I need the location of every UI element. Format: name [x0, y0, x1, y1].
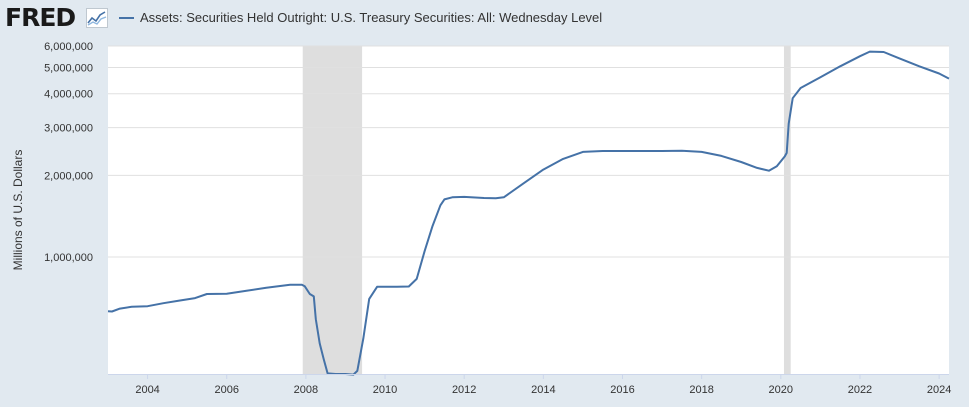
y-tick-label: 2,000,000 [44, 170, 93, 182]
x-tick-label: 2010 [373, 384, 397, 396]
legend-series-label[interactable]: Assets: Securities Held Outright: U.S. T… [140, 10, 603, 25]
x-axis: 2004 2006 2008 2010 2012 2014 2016 2018 2020 2022… [108, 374, 951, 396]
x-tick-label: 2016 [610, 384, 634, 396]
x-tick-label: 2020 [769, 384, 793, 396]
y-tick-label: 6,000,000 [44, 41, 93, 53]
fred-chart-icon [86, 8, 108, 28]
y-tick-label: 5,000,000 [44, 62, 93, 74]
recession-band [783, 46, 791, 374]
plot-background [108, 46, 949, 374]
x-tick-label: 2024 [927, 384, 951, 396]
y-axis: 1,000,000 2,000,000 3,000,000 4,000,000 5,00… [44, 41, 93, 264]
y-axis-title: Millions of U.S. Dollars [11, 150, 25, 271]
x-tick-label: 2022 [848, 384, 872, 396]
chart-header: FRED Assets: Securities Held Outright: U… [0, 0, 969, 36]
y-tick-label: 3,000,000 [44, 123, 93, 135]
x-tick-label: 2012 [452, 384, 476, 396]
y-tick-label: 4,000,000 [44, 89, 93, 101]
x-tick-label: 2004 [135, 384, 159, 396]
x-tick-label: 2008 [294, 384, 318, 396]
y-tick-label: 1,000,000 [44, 252, 93, 264]
legend-swatch [119, 17, 134, 19]
recession-band [302, 46, 363, 374]
x-tick-label: 2018 [689, 384, 713, 396]
fred-logo: FRED [5, 3, 76, 32]
gridlines [108, 45, 949, 258]
x-tick-label: 2006 [214, 384, 238, 396]
series-line[interactable] [107, 50, 950, 376]
x-tick-label: 2014 [531, 384, 555, 396]
recession-shading [302, 46, 791, 374]
series-layer [107, 50, 950, 376]
